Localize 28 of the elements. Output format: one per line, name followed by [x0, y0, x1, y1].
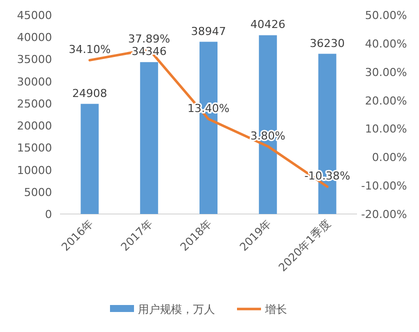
data-label: 36230	[310, 36, 345, 50]
legend-label: 增长	[264, 303, 287, 316]
data-label: 38947	[191, 24, 226, 38]
y-tick-label: 25000	[17, 97, 52, 110]
y2-tick-label: 10.00%	[365, 122, 407, 136]
y2-tick-label: 30.00%	[365, 66, 407, 79]
bar	[140, 62, 158, 214]
y-tick-label: 15000	[17, 142, 52, 155]
y-tick-label: 5000	[24, 186, 52, 199]
y-tick-label: 45000	[17, 9, 52, 22]
data-label: 37.89%	[128, 32, 170, 46]
data-label: 24908	[72, 86, 108, 100]
y-tick-label: 20000	[17, 120, 52, 133]
y-tick-label: 0	[45, 208, 52, 221]
y-tick-label: 30000	[17, 75, 52, 88]
y2-tick-label: 20.00%	[365, 94, 407, 108]
bar	[80, 104, 99, 214]
y-tick-label: 40000	[17, 31, 52, 44]
data-label: 34.10%	[68, 43, 111, 56]
y2-tick-label: -20.00%	[361, 208, 407, 221]
y-tick-label: 10000	[17, 164, 52, 177]
y2-tick-label: 0.00%	[372, 151, 407, 164]
y-tick-label: 35000	[17, 53, 52, 66]
y2-tick-label: -10.00%	[361, 180, 407, 193]
y2-tick-label: 40.00%	[365, 37, 407, 50]
data-label: 40426	[250, 18, 286, 32]
legend-label: 用户规模，万人	[138, 303, 215, 316]
y2-tick-label: 50.00%	[365, 9, 407, 22]
